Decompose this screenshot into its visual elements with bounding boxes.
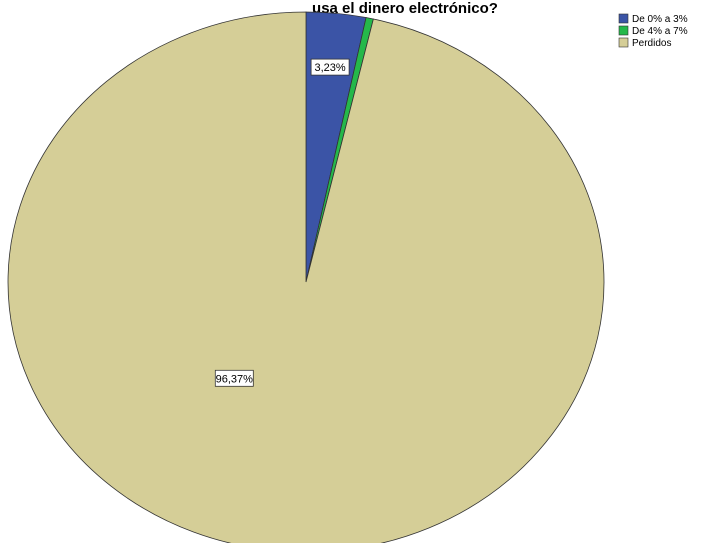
legend-item-2: De 4% a 7% xyxy=(618,25,688,37)
data-label-text: 96,37% xyxy=(216,373,254,385)
legend-item-3: Perdidos xyxy=(618,37,671,49)
data-label-1: 3,23% xyxy=(310,58,350,76)
legend-swatch xyxy=(618,25,629,36)
legend-item-1: De 0% a 3% xyxy=(618,13,688,25)
data-label-box xyxy=(310,58,350,76)
data-label-box xyxy=(214,369,254,387)
legend-label: Perdidos xyxy=(632,38,671,49)
data-label-text: 3,23% xyxy=(314,62,345,74)
legend: De 0% a 3%De 4% a 7%Perdidos xyxy=(618,13,688,49)
legend-label: De 0% a 3% xyxy=(632,14,688,25)
pie-slice-3 xyxy=(7,11,605,543)
pie-slices xyxy=(7,11,605,543)
legend-label: De 4% a 7% xyxy=(632,26,688,37)
data-labels: 3,23% 96,37% xyxy=(214,58,350,387)
legend-swatch xyxy=(618,37,629,48)
chart-title: usa el dinero electrónico? xyxy=(312,0,498,17)
legend-swatch xyxy=(618,13,629,24)
data-label-3: 96,37% xyxy=(214,369,254,387)
